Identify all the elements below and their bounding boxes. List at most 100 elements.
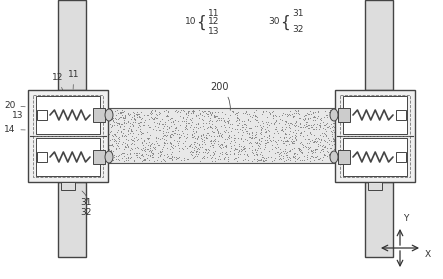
Point xyxy=(307,148,315,153)
Point xyxy=(247,126,254,130)
Point xyxy=(131,158,138,163)
Point xyxy=(241,144,248,148)
Point xyxy=(289,115,296,119)
Point xyxy=(85,141,92,146)
Point xyxy=(289,153,296,158)
Point xyxy=(182,123,189,128)
Point xyxy=(264,140,271,144)
Point xyxy=(306,138,313,143)
Point xyxy=(153,116,160,120)
Point xyxy=(188,120,195,124)
Point xyxy=(224,134,231,139)
Point xyxy=(152,124,159,128)
Point xyxy=(110,137,117,141)
Point xyxy=(295,108,302,113)
Point xyxy=(322,145,329,149)
Point xyxy=(215,110,222,115)
Point xyxy=(311,139,318,143)
Point xyxy=(195,146,202,151)
Point xyxy=(305,126,312,131)
Point xyxy=(348,131,355,136)
Point xyxy=(276,151,283,156)
Point xyxy=(117,129,124,133)
Point xyxy=(189,127,196,131)
Point xyxy=(215,131,222,135)
Point xyxy=(128,137,135,141)
Point xyxy=(210,150,217,154)
Point xyxy=(190,145,198,150)
Point xyxy=(312,115,319,119)
Point xyxy=(152,146,159,151)
Point xyxy=(286,148,293,153)
Point xyxy=(312,155,319,160)
Point xyxy=(236,148,243,153)
Point xyxy=(333,112,340,117)
Point xyxy=(296,122,303,126)
Point xyxy=(90,149,97,153)
Point xyxy=(313,136,320,141)
Point xyxy=(311,146,318,151)
Point xyxy=(227,134,234,139)
Point xyxy=(140,157,148,161)
Point xyxy=(268,110,275,115)
Point xyxy=(149,108,156,113)
Point xyxy=(342,109,349,113)
Point xyxy=(318,144,325,148)
Point xyxy=(186,109,193,113)
Point xyxy=(194,151,202,156)
Point xyxy=(347,110,354,115)
Point xyxy=(233,119,240,124)
Point xyxy=(212,149,219,154)
Point xyxy=(231,143,238,147)
Bar xyxy=(368,182,382,190)
Point xyxy=(141,147,148,151)
Point xyxy=(302,116,309,121)
Point xyxy=(117,122,124,126)
Point xyxy=(271,122,278,126)
Point xyxy=(264,134,271,139)
Point xyxy=(184,110,191,115)
Point xyxy=(134,144,141,149)
Point xyxy=(339,151,346,155)
Point xyxy=(314,153,321,158)
Point xyxy=(259,158,266,162)
Point xyxy=(134,155,141,160)
Point xyxy=(323,125,330,130)
Point xyxy=(152,145,159,150)
Point xyxy=(131,146,138,151)
Point xyxy=(273,113,280,118)
Point xyxy=(272,125,280,129)
Point xyxy=(223,144,230,149)
Point xyxy=(196,108,203,112)
Point xyxy=(123,121,130,125)
Point xyxy=(243,122,250,127)
Point xyxy=(208,138,215,142)
Point xyxy=(346,147,353,151)
Point xyxy=(246,140,253,144)
Point xyxy=(303,121,310,126)
Point xyxy=(305,137,312,141)
Point xyxy=(167,140,174,144)
Point xyxy=(342,129,349,133)
Point xyxy=(324,146,331,151)
Point xyxy=(233,111,241,116)
Point xyxy=(218,142,225,146)
Point xyxy=(257,139,264,143)
Point xyxy=(284,139,291,144)
Point xyxy=(337,119,344,124)
Point xyxy=(332,118,339,122)
Point xyxy=(212,123,219,128)
Point xyxy=(279,128,286,132)
Point xyxy=(206,109,213,114)
Point xyxy=(253,114,260,118)
Point xyxy=(330,139,337,144)
Point xyxy=(109,136,116,141)
Point xyxy=(328,139,335,143)
Point xyxy=(305,116,312,121)
Point xyxy=(120,134,127,139)
Point xyxy=(144,153,152,157)
Point xyxy=(255,137,262,141)
Point xyxy=(192,152,199,156)
Point xyxy=(336,153,343,157)
Point xyxy=(88,150,95,154)
